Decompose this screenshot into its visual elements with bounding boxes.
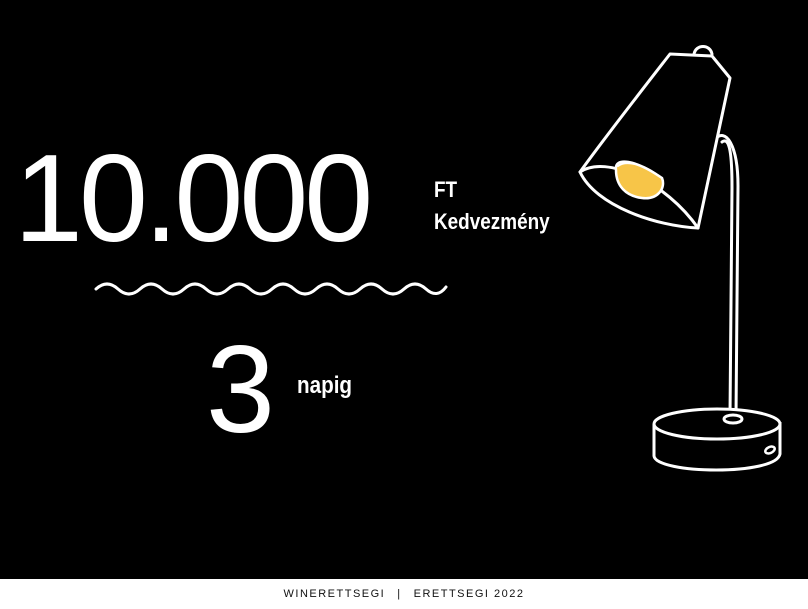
footer-brand: WINERETTSEGI [283,588,386,600]
discount-label: Kedvezmény [434,209,550,234]
wavy-divider [94,282,448,296]
discount-amount: 10.000 [14,130,373,268]
desk-lamp-icon [578,45,782,472]
promo-banner: 10.000 FT Kedvezmény 3 napig [14,45,782,472]
footer: WINERETTSEGI | ERETTSEGI 2022 [0,579,808,609]
days-count: 3 [206,321,275,459]
currency-label: FT [434,177,458,202]
footer-campaign: ERETTSEGI 2022 [413,588,525,600]
days-label: napig [297,372,353,399]
footer-separator: | [397,588,402,600]
